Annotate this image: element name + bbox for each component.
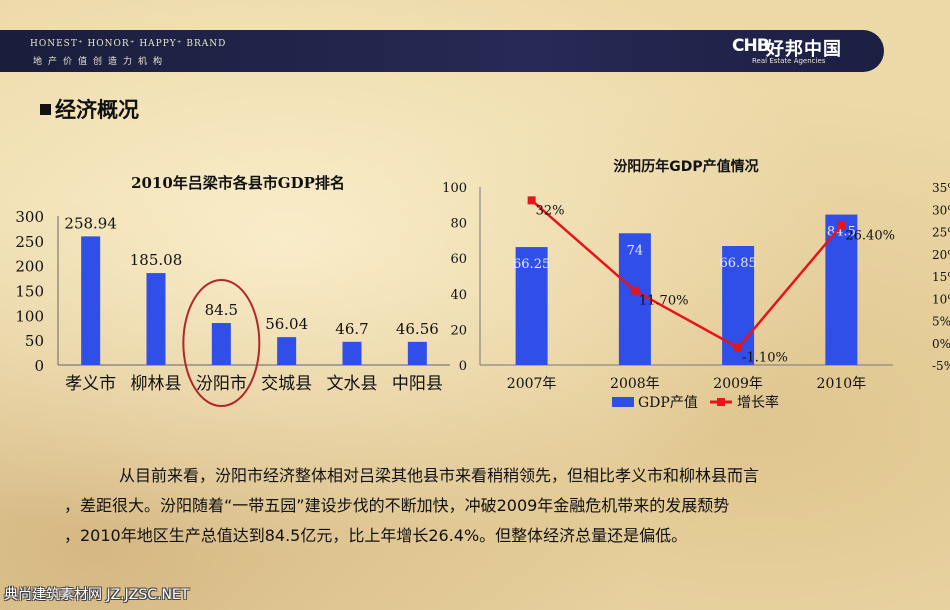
chart2-gdp-data-label: 84.5 [827,225,856,240]
chart1-y-tick-label: 200 [15,258,44,276]
chart1-category-label: 交城县 [261,374,312,394]
company-subtitle: Real Estate Agencies [752,57,826,65]
chart1-category-label: 文水县 [327,374,378,394]
chart2-gdp-data-label: 74 [627,243,644,258]
chart1-category-label: 孝义市 [65,374,116,394]
chart1-y-tick-label: 0 [34,357,44,375]
chart1-bar [211,323,231,365]
chart2-growth-line [530,199,843,350]
chart1-category-label: 柳林县 [131,374,182,394]
chart2-growth-data-label: 32% [536,203,565,218]
chart2-right-tick-label: 20% [932,248,950,262]
section-title-text: 经济概况 [55,98,139,122]
chart2-left-tick-label: 80 [450,217,467,232]
header-banner: HONEST⁺ HONOR⁺ HAPPY⁺ BRAND 地产价值创造力机构 CH… [0,30,884,72]
chart1-highlight-circle [182,279,261,408]
chart2-legend-line-marker [717,398,725,406]
analysis-line-1: 从目前来看，汾阳市经济整体相对吕梁其他县市来看稍稍领先，但相比孝义市和柳林县而言 [119,466,760,485]
chart1-title: 2010年吕梁市各县市GDP排名 [131,174,345,192]
chart2-right-tick-label: 10% [932,292,950,306]
chart1-y-tick-label: 50 [25,332,44,350]
chart1-category-label: 中阳县 [392,374,443,394]
chart2-gdp-data-label: 66.85 [720,256,757,271]
chart1-bar [146,273,166,365]
chart2-left-tick-label: 20 [450,323,467,338]
brand-slogan: HONEST⁺ HONOR⁺ HAPPY⁺ BRAND [30,39,227,49]
chart2-left-tick-label: 60 [450,252,467,267]
chart1-y-tick-label: 100 [15,307,44,325]
analysis-text: 从目前来看，汾阳市经济整体相对吕梁其他县市来看稍稍领先，但相比孝义市和柳林县而言… [64,461,894,551]
chart2-category-label: 2008年 [610,376,660,392]
chart2-right-tick-label: 15% [932,270,950,284]
analysis-line-3: ，2010年地区生产总值达到84.5亿元，比上年增长26.4%。但整体经济总量还… [64,526,688,545]
watermark-text: 典尚建筑素材网 JZ.JZSC.NET [4,587,190,603]
chart1-y-tick-label: 150 [15,283,44,301]
chart1-data-label: 56.04 [265,315,308,333]
chart2-legend-bar-swatch [612,397,634,407]
company-logo-icon: CHB [732,36,770,56]
chart2-growth-data-label: 26.40% [845,228,895,243]
chart2-right-tick-label: 35% [932,181,950,195]
chart2-growth-marker [734,343,743,352]
chart1-data-label: 46.7 [335,320,368,338]
chart2-category-label: 2007年 [507,376,557,392]
chart2-left-tick-label: 0 [459,359,467,374]
fenyang-gdp-history-chart: 汾阳历年GDP产值情况 0 20 40 60 80 100 -5% 0% 5% 10% 15% 20% 2… [442,158,950,411]
chart2-category-label: 2010年 [817,376,867,392]
chart1-bar [277,337,297,365]
chart2-left-tick-label: 40 [450,288,467,303]
brand-tagline: 地产价值创造力机构 [33,57,169,67]
chart1-bar [407,341,427,365]
chart2-right-tick-label: 30% [932,203,950,217]
chart1-data-label: 185.08 [130,251,183,269]
chart2-growth-data-label: -1.10% [742,351,788,366]
square-bullet-icon [40,104,51,115]
chart2-growth-marker [630,286,639,295]
chart2-right-tick-label: -5% [932,359,950,373]
chart2-right-tick-label: 25% [932,226,950,240]
chart2-right-tick-label: 5% [932,315,950,329]
chart1-bar [342,341,362,365]
county-gdp-ranking-chart: 2010年吕梁市各县市GDP排名 0 50 100 150 200 250 300 258.94… [15,174,450,408]
chart1-category-label: 汾阳市 [196,374,247,394]
chart2-gdp-bar [515,247,548,365]
chart2-left-tick-label: 100 [442,181,467,196]
chart1-data-label: 258.94 [64,214,117,232]
chart1-data-label: 84.5 [205,301,238,319]
chart2-legend-line-label: 增长率 [737,394,779,411]
chart1-bar [81,236,101,365]
section-title: 经济概况 [40,94,139,124]
chart2-category-label: 2009年 [713,376,763,392]
chart1-data-label: 46.56 [396,320,439,338]
chart1-y-tick-label: 300 [15,208,44,226]
chart2-right-tick-label: 0% [932,337,950,351]
chart2-title: 汾阳历年GDP产值情况 [613,158,758,175]
chart2-gdp-data-label: 66.25 [513,257,550,272]
chart1-y-tick-label: 250 [15,233,44,251]
analysis-line-2: ，差距很大。汾阳随着“一带五园”建设步伐的不断加快，冲破2009年金融危机带来的… [64,496,730,515]
chart2-gdp-bar [618,233,651,365]
chart2-growth-marker [837,221,846,230]
company-name: 好邦中国 [766,39,842,60]
chart2-growth-marker [527,196,536,205]
chart2-legend-bar-label: GDP产值 [638,395,698,411]
chart2-growth-data-label: 11.70% [639,294,689,309]
